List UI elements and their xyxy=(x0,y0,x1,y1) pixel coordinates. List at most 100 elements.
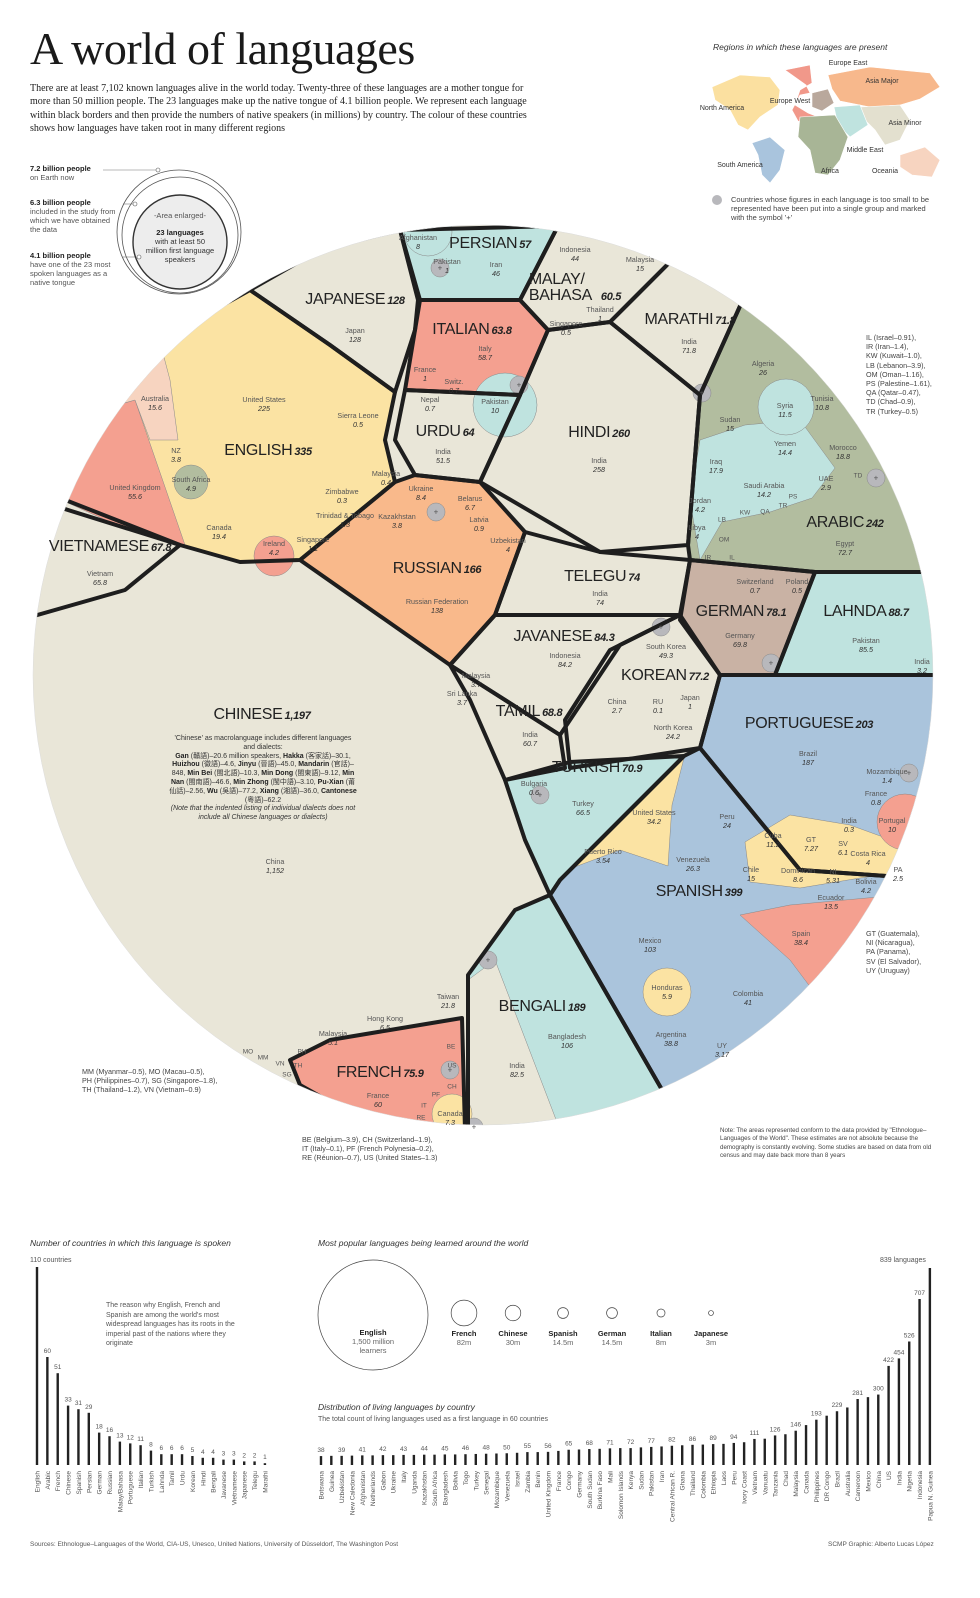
bar-arabic xyxy=(46,1357,49,1465)
country-abbr: IT xyxy=(421,1102,427,1110)
bubble-value: 82m xyxy=(456,1338,472,1347)
bar-newcaledonia xyxy=(350,1455,354,1465)
country-name: Argentina xyxy=(655,1030,687,1039)
bar-value-label: 44 xyxy=(421,1446,429,1453)
bar-sudan xyxy=(639,1447,643,1465)
dialect-item: Mandarin (官話)–848 xyxy=(171,761,354,778)
bar-category-label: Peru xyxy=(731,1471,738,1485)
country-name: United Kingdom xyxy=(109,483,161,492)
bar-value-label: 6 xyxy=(170,1445,174,1452)
bar-value-label: 6 xyxy=(180,1445,184,1452)
bar-bolivia xyxy=(453,1454,457,1465)
bar-value-label: 38 xyxy=(317,1447,325,1454)
bar-senegal xyxy=(484,1453,488,1465)
abbr-note-line: TD (Chad–0.9), xyxy=(866,397,916,407)
language-title-italian: ITALIAN 63.8 xyxy=(432,321,512,339)
bar-value-label: 4 xyxy=(211,1449,215,1456)
bar-category-label: Central African R. xyxy=(669,1471,676,1522)
country-value: 38.8 xyxy=(664,1038,678,1048)
country-value: 4.2 xyxy=(268,547,279,557)
bar-zambia xyxy=(526,1452,529,1465)
country-label: Yemen 14.4 xyxy=(774,439,796,457)
bar-category-label: DR Congo xyxy=(824,1471,831,1502)
country-label: Libya 4 xyxy=(688,523,705,541)
legend-bold: 6.3 billion people xyxy=(30,198,91,207)
bubble-language: Italian xyxy=(650,1329,672,1338)
abbr-note-line: MM (Myanmar–0.5), MO (Macau–0.5), xyxy=(82,1067,205,1076)
country-label: Singapore 1.1 xyxy=(297,535,330,553)
abbr-note-line: TH (Thailand–1.2), VN (Vietnam–0.9) xyxy=(82,1085,201,1095)
bar-mexico xyxy=(866,1397,870,1465)
italian-region xyxy=(405,300,548,395)
bar-drcongo xyxy=(825,1415,828,1465)
language-total: 74 xyxy=(628,572,640,584)
country-value: 14.2 xyxy=(756,489,771,499)
country-value: 24 xyxy=(723,820,731,830)
country-value: 26.3 xyxy=(685,863,700,873)
language-name: TELEGU xyxy=(564,568,627,585)
bubble-value: 30m xyxy=(505,1338,521,1347)
country-name: India xyxy=(591,456,607,465)
country-value: 10 xyxy=(888,824,896,834)
country-name: Sri Lanka xyxy=(446,689,478,698)
credit: SCMP Graphic: Alberto Lucas López xyxy=(828,1541,934,1548)
bar-category-label: United Kingdom xyxy=(546,1471,553,1517)
country-value: 4 xyxy=(695,531,699,541)
bar-value-label: 48 xyxy=(483,1445,491,1452)
turkish-region xyxy=(505,756,684,895)
language-total: 242 xyxy=(866,518,884,530)
countries-chart-title: Number of countries in which this langua… xyxy=(30,1238,231,1248)
map-label: North America xyxy=(700,105,744,112)
honduras-area xyxy=(642,967,692,1017)
country-label: India 71.8 xyxy=(681,337,697,355)
bubble-label: English 1,500 million learners xyxy=(343,1328,403,1355)
country-label: Malaysia 0.4 xyxy=(372,469,400,487)
country-label: Kazakhstan 3.8 xyxy=(378,512,416,530)
dialect-item: Hakka (客家話)–30.1 xyxy=(283,752,349,760)
ireland-area xyxy=(253,535,295,577)
bar-category-label: Solomon Islands xyxy=(618,1470,625,1519)
plus-icon: + xyxy=(699,388,705,398)
country-value: 1.3 xyxy=(340,519,350,529)
country-abbr: MO xyxy=(242,1048,254,1056)
country-name: Indonesia xyxy=(549,651,581,660)
bar-category-label: Burkina Faso xyxy=(597,1471,604,1510)
distribution-chart-title: Distribution of living languages by coun… xyxy=(318,1402,475,1412)
bar-category-label: Turkish xyxy=(148,1471,155,1492)
map-label: Europe West xyxy=(770,98,810,105)
country-value: 7.27 xyxy=(804,843,818,853)
country-label: Pakistan 85.5 xyxy=(852,636,880,654)
bar-papuanguinea xyxy=(928,1268,932,1465)
abbr-note-line: IT (Italy–0.1), PF (French Polynesia–0.2… xyxy=(302,1144,434,1154)
grouped-countries-marker xyxy=(426,502,446,522)
dialect-name: Min Dong xyxy=(261,770,294,778)
bar-value-label: 71 xyxy=(606,1439,614,1446)
bar-value-label: 39 xyxy=(338,1447,346,1454)
french-abbr-note: BE (Belgium–3.9), CH (Switzerland–1.9), I… xyxy=(302,1135,437,1163)
bar-ghana xyxy=(681,1445,684,1465)
bar-value-label: 193 xyxy=(811,1411,822,1418)
country-name: Algeria xyxy=(751,359,775,368)
country-name: Pakistan xyxy=(433,257,461,266)
language-total: 71.8 xyxy=(715,315,736,327)
country-value: 84.2 xyxy=(557,659,572,669)
dialect-name: Min Bei xyxy=(187,770,213,778)
country-label: Japan 128 xyxy=(345,326,365,344)
bar-category-label: Mali xyxy=(607,1471,614,1483)
bar-category-label: Javanese xyxy=(221,1471,228,1499)
country-name: Singapore xyxy=(549,319,583,328)
dialect-value: 20.6 million speakers xyxy=(213,752,280,760)
plus-icon: + xyxy=(658,622,664,632)
bar-kazakhstan xyxy=(423,1454,426,1465)
country-name: Ireland xyxy=(263,539,285,548)
country-label: Dominican 8.6 xyxy=(781,866,815,884)
dialect-native: (吳語) xyxy=(219,787,239,795)
country-value: 106 xyxy=(561,1040,573,1050)
language-total: 84.3 xyxy=(594,632,615,644)
bar-category-label: Pakistan xyxy=(649,1471,656,1496)
bar-italy xyxy=(402,1454,405,1465)
country-value: 21.8 xyxy=(441,1000,455,1010)
country-name: Brazil xyxy=(799,749,817,758)
country-value: 0.7 xyxy=(750,585,760,595)
